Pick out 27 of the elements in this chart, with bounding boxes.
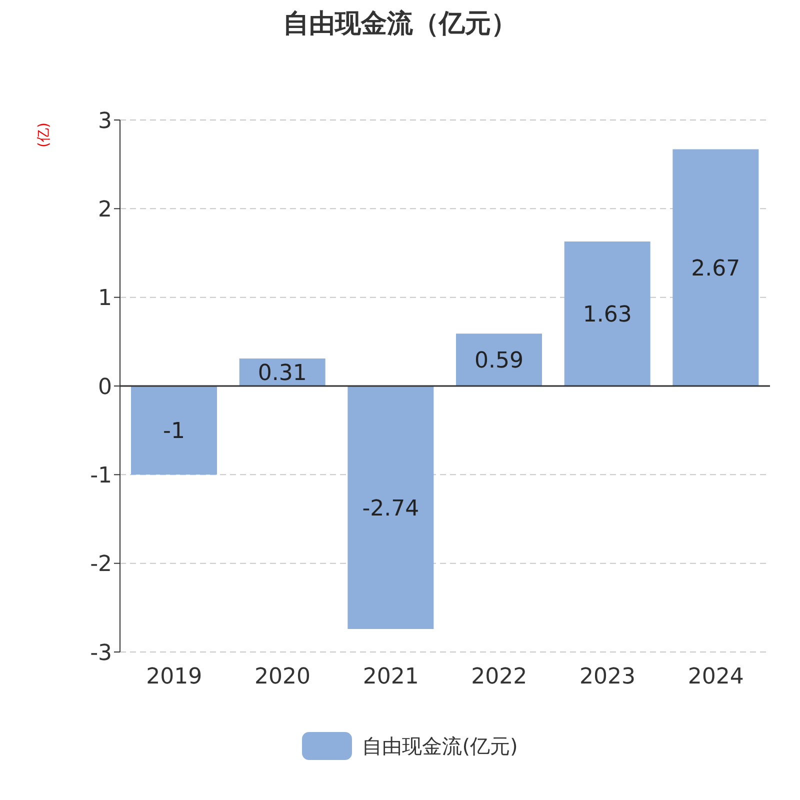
bar bbox=[456, 334, 542, 386]
bar bbox=[348, 386, 434, 629]
bar bbox=[131, 386, 217, 475]
y-tick-label: -3 bbox=[90, 640, 112, 666]
x-tick-label: 2020 bbox=[254, 664, 310, 690]
y-tick-label: -2 bbox=[90, 552, 112, 578]
x-tick-label: 2022 bbox=[471, 664, 528, 690]
x-tick-label: 2023 bbox=[580, 664, 636, 690]
data-label: 2.67 bbox=[691, 256, 740, 282]
data-label: -1 bbox=[163, 419, 185, 444]
y-tick-label: -1 bbox=[90, 463, 112, 488]
data-label: -2.74 bbox=[362, 496, 420, 522]
data-label: 1.63 bbox=[582, 302, 632, 328]
x-tick-label: 2019 bbox=[146, 664, 202, 690]
chart-title: 自由现金流（亿元） bbox=[282, 8, 518, 41]
y-tick-label: 0 bbox=[98, 374, 112, 400]
x-tick-label: 2024 bbox=[688, 664, 744, 690]
legend-label: 自由现金流(亿元) bbox=[362, 732, 518, 760]
y-tick-label: 2 bbox=[98, 197, 112, 222]
data-label: 0.31 bbox=[258, 361, 307, 386]
bar bbox=[564, 241, 650, 386]
x-tick-label: 2021 bbox=[362, 664, 419, 690]
bar bbox=[672, 149, 759, 386]
y-tick-label: 3 bbox=[98, 108, 112, 134]
y-axis-title: (亿) bbox=[35, 122, 53, 148]
data-label: 0.59 bbox=[474, 348, 524, 374]
y-tick-label: 1 bbox=[98, 286, 112, 312]
